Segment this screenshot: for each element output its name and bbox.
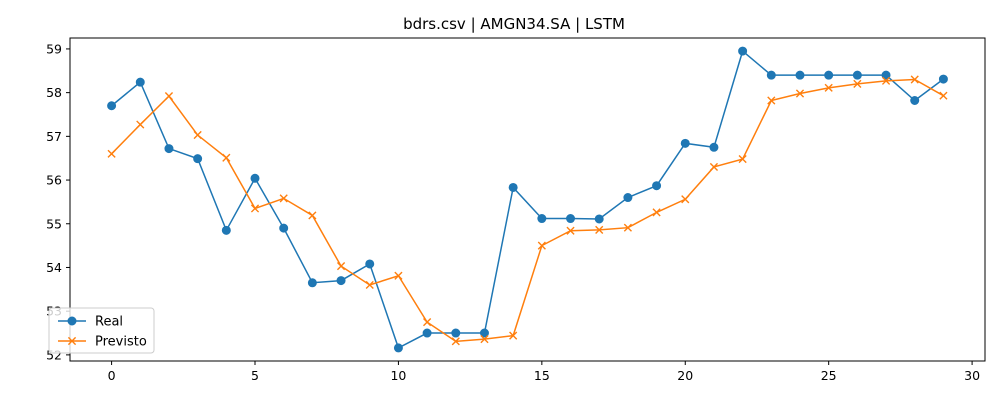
data-point-previsto (939, 91, 948, 100)
data-point-real (709, 142, 719, 152)
data-point-previsto (394, 271, 403, 280)
data-point-previsto (709, 162, 719, 172)
data-point-previsto (853, 79, 862, 88)
data-point-real (193, 154, 203, 164)
y-tick-label: 55 (46, 216, 62, 231)
data-point-real (910, 96, 920, 106)
series-real (107, 46, 948, 353)
data-point-previsto (222, 153, 231, 162)
data-point-real (393, 343, 403, 353)
data-point-previsto (279, 194, 288, 203)
data-point-real (938, 74, 948, 84)
series-line-previsto (111, 78, 944, 343)
y-tick-label: 59 (46, 41, 62, 56)
data-point-real (824, 70, 834, 80)
data-point-real (537, 214, 547, 224)
x-tick-label: 15 (534, 368, 550, 383)
data-point-real (508, 182, 518, 192)
data-point-real (336, 276, 346, 286)
x-tick-label: 5 (251, 368, 259, 383)
data-point-real (680, 138, 690, 148)
x-tick-label: 25 (821, 368, 837, 383)
data-point-real (221, 225, 231, 235)
x-tick-label: 10 (390, 368, 406, 383)
y-tick-label: 56 (46, 173, 62, 188)
data-point-previsto (308, 211, 317, 220)
legend-swatch-marker (67, 336, 77, 346)
data-point-previsto (795, 89, 805, 98)
data-point-previsto (250, 204, 260, 213)
legend-swatch-marker (67, 316, 77, 326)
data-point-previsto (509, 331, 518, 340)
legend-label: Real (95, 315, 123, 330)
data-point-previsto (595, 225, 604, 234)
x-tick-label: 0 (108, 368, 116, 383)
data-point-real (795, 70, 805, 80)
data-point-previsto (537, 241, 546, 250)
legend-item-real: Real (58, 315, 123, 330)
x-tick-label: 30 (964, 368, 980, 383)
legend-item-previsto: Previsto (58, 335, 147, 350)
data-point-real (307, 278, 317, 288)
legend: Real Previsto (48, 307, 155, 354)
legend-label: Previsto (95, 335, 147, 350)
data-point-previsto (910, 75, 919, 84)
data-point-previsto (767, 96, 776, 105)
data-point-real (422, 328, 432, 338)
data-point-real (479, 328, 489, 338)
y-tick-label: 58 (46, 85, 62, 100)
data-point-previsto (652, 208, 661, 217)
axes-frame (69, 37, 986, 362)
data-point-real (623, 193, 633, 203)
data-point-previsto (193, 130, 202, 140)
data-point-previsto (423, 318, 432, 327)
data-point-real (566, 214, 576, 224)
data-point-previsto (336, 262, 346, 271)
data-point-previsto (681, 195, 690, 204)
data-point-real (135, 77, 145, 87)
data-point-real (365, 259, 375, 269)
data-point-real (250, 173, 260, 183)
data-point-previsto (566, 226, 575, 235)
data-point-previsto (881, 76, 891, 85)
data-point-previsto (480, 335, 489, 344)
series-layer (107, 46, 948, 353)
data-point-real (107, 101, 117, 111)
data-point-previsto (365, 280, 374, 290)
data-point-previsto (738, 154, 747, 164)
data-point-real (766, 70, 776, 80)
data-point-previsto (136, 120, 145, 129)
data-point-real (164, 144, 174, 154)
x-axis: 0 5 10 15 20 25 30 (108, 361, 980, 383)
chart-title: bdrs.csv | AMGN34.SA | LSTM (403, 15, 625, 33)
data-point-previsto (451, 337, 460, 346)
data-point-real (279, 223, 289, 233)
data-point-real (852, 70, 862, 80)
series-previsto (107, 75, 948, 346)
series-line-real (111, 49, 944, 349)
y-tick-label: 54 (46, 260, 62, 275)
data-point-real (652, 181, 662, 191)
data-point-real (881, 70, 891, 80)
data-point-previsto (623, 223, 632, 232)
data-point-real (738, 46, 748, 56)
data-point-real (594, 214, 604, 224)
data-point-previsto (164, 92, 174, 101)
data-point-previsto (107, 149, 116, 158)
y-tick-label: 57 (46, 129, 62, 144)
data-point-real (451, 328, 461, 338)
x-tick-label: 20 (677, 368, 693, 383)
data-point-previsto (824, 83, 833, 92)
